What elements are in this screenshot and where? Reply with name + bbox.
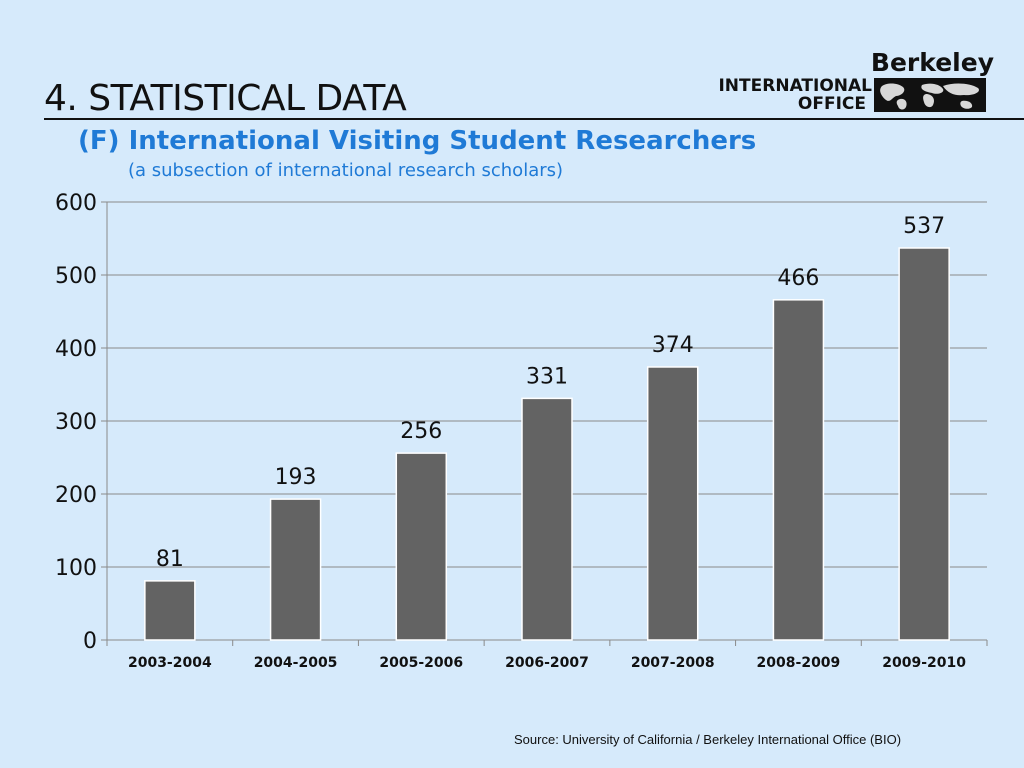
- data-label: 466: [777, 266, 819, 291]
- source-note: Source: University of California / Berke…: [514, 732, 902, 747]
- x-tick-label: 2003-2004: [128, 655, 212, 671]
- y-tick-label: 100: [55, 556, 97, 581]
- logo-line-2: OFFICE: [797, 94, 866, 114]
- x-tick-label: 2009-2010: [882, 655, 966, 671]
- x-tick-label: 2006-2007: [505, 655, 589, 671]
- data-label: 331: [526, 364, 568, 389]
- x-tick-label: 2005-2006: [379, 655, 463, 671]
- chart-subtitle: (F) International Visiting Student Resea…: [78, 126, 757, 156]
- logo-name: Berkeley: [870, 48, 994, 77]
- slide-title: 4. STATISTICAL DATA: [44, 78, 407, 119]
- bar-2003-2004: [144, 580, 196, 641]
- data-label: 256: [400, 419, 442, 444]
- bar-2004-2005: [269, 498, 322, 641]
- title-rule: [44, 118, 1024, 120]
- y-tick-label: 200: [55, 483, 97, 508]
- bar-2007-2008: [646, 366, 699, 641]
- y-tick-label: 600: [55, 191, 97, 216]
- y-tick-label: 0: [83, 629, 97, 654]
- data-label: 81: [156, 547, 184, 572]
- chart-note: (a subsection of international research …: [128, 160, 564, 181]
- berkeley-international-office-logo: Berkeley INTERNATIONAL OFFICE: [706, 48, 1006, 114]
- data-label: 193: [275, 465, 317, 490]
- world-map-icon: [874, 78, 986, 112]
- x-tick-label: 2007-2008: [631, 655, 715, 671]
- y-tick-label: 400: [55, 337, 97, 362]
- y-tick-label: 500: [55, 264, 97, 289]
- data-label: 374: [652, 333, 694, 358]
- x-tick-label: 2008-2009: [757, 655, 841, 671]
- y-tick-label: 300: [55, 410, 97, 435]
- x-tick-label: 2004-2005: [254, 655, 338, 671]
- bar-2006-2007: [521, 397, 573, 641]
- bar-2008-2009: [772, 299, 825, 641]
- bar-2009-2010: [898, 247, 950, 641]
- bar-2005-2006: [395, 452, 448, 641]
- logo-line-1: INTERNATIONAL: [718, 76, 872, 96]
- data-label: 537: [903, 214, 945, 239]
